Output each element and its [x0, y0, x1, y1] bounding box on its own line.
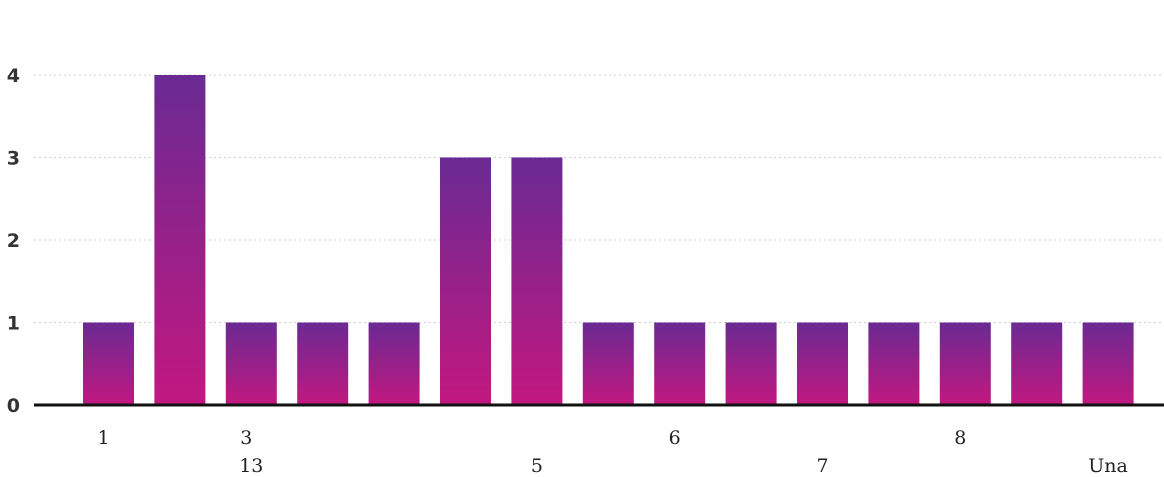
bars [83, 75, 1134, 405]
bar [939, 322, 991, 405]
y-axis-ticks: 0 1 2 3 4 [7, 65, 20, 417]
bar [582, 322, 634, 405]
x-tick-label: 1 [97, 427, 109, 449]
x-tick-label-secondary: 5 [531, 455, 543, 477]
bar [368, 322, 420, 405]
y-tick-label: 2 [7, 230, 20, 252]
bar [1011, 322, 1063, 405]
x-tick-label: 8 [954, 427, 966, 449]
x-tick-label: 3 [240, 427, 252, 449]
bar [225, 322, 277, 405]
bar [654, 322, 706, 405]
bar [1082, 322, 1134, 405]
y-tick-label: 3 [7, 148, 20, 170]
bar [83, 322, 134, 405]
bar [154, 75, 206, 405]
bar [511, 157, 563, 405]
bar [725, 322, 777, 405]
bar [297, 322, 349, 405]
bar [797, 322, 848, 405]
y-tick-label: 4 [7, 65, 20, 87]
x-tick-label-secondary: 7 [816, 455, 828, 477]
x-tick-label-secondary: Una [1088, 455, 1128, 477]
y-tick-label: 0 [7, 395, 20, 417]
bar [440, 157, 491, 405]
y-tick-label: 1 [7, 313, 20, 335]
bar [868, 322, 920, 405]
x-tick-label-secondary: 13 [239, 455, 263, 477]
x-tick-label: 6 [669, 427, 681, 449]
